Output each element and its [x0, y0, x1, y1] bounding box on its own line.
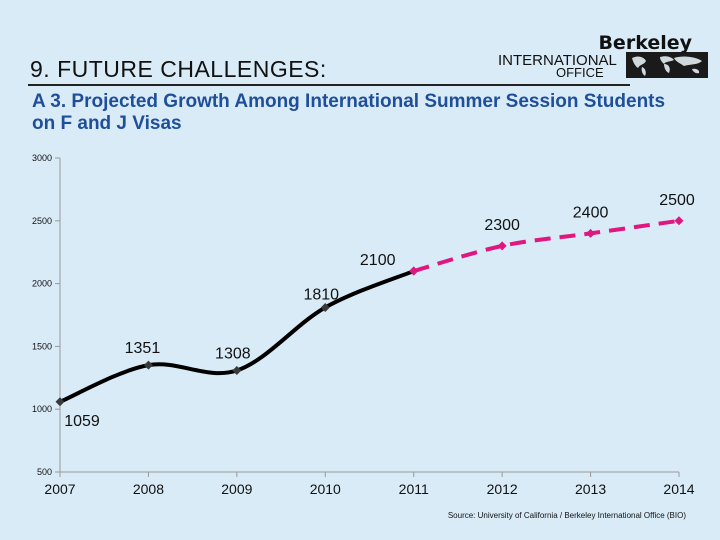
x-tick-label: 2008 — [133, 481, 164, 497]
data-label: 2100 — [360, 252, 396, 269]
projected-series-line — [413, 218, 680, 273]
actual-data-point — [143, 360, 153, 370]
data-label: 1308 — [215, 346, 251, 363]
data-label: 1810 — [303, 286, 339, 303]
projected-data-point — [674, 216, 684, 226]
title-divider — [28, 84, 630, 86]
y-tick-label: 2000 — [32, 279, 52, 289]
x-tick-label: 2011 — [399, 481, 429, 497]
x-tick-label: 2012 — [487, 481, 518, 497]
chart-title: A 3. Projected Growth Among Internationa… — [32, 91, 666, 134]
data-label: 2300 — [484, 217, 520, 234]
actual-data-point — [320, 302, 330, 312]
y-tick-label: 2500 — [32, 216, 52, 226]
x-tick-label: 2013 — [575, 481, 606, 497]
y-tick-label: 500 — [37, 467, 52, 477]
source-note: Source: University of California / Berke… — [447, 511, 686, 520]
projected-data-point — [497, 241, 507, 251]
x-tick-label: 2007 — [44, 481, 75, 497]
data-label: 2400 — [573, 204, 609, 221]
x-tick-label: 2009 — [221, 481, 252, 497]
projected-data-point — [586, 228, 596, 238]
y-tick-label: 1000 — [32, 404, 52, 414]
data-label: 1059 — [64, 413, 100, 430]
slide-title: 9. FUTURE CHALLENGES: — [30, 56, 327, 82]
logo-international-text: INTERNATIONAL — [498, 52, 617, 69]
data-label: 2500 — [659, 192, 695, 209]
y-tick-label: 1500 — [32, 341, 52, 351]
data-label: 1351 — [125, 340, 161, 357]
x-tick-label: 2014 — [663, 481, 694, 497]
x-tick-label: 2010 — [310, 481, 341, 497]
projected-data-point — [409, 266, 419, 276]
berkeley-international-office-logo: Berkeley INTERNATIONAL OFFICE — [498, 32, 708, 80]
y-tick-label: 3000 — [32, 153, 52, 163]
logo-office-text: OFFICE — [556, 65, 604, 80]
logo-berkeley-text: Berkeley — [598, 32, 692, 54]
actual-series-line — [59, 269, 415, 404]
actual-data-point — [232, 366, 242, 376]
world-map-icon — [626, 52, 708, 78]
actual-data-point — [55, 397, 65, 407]
